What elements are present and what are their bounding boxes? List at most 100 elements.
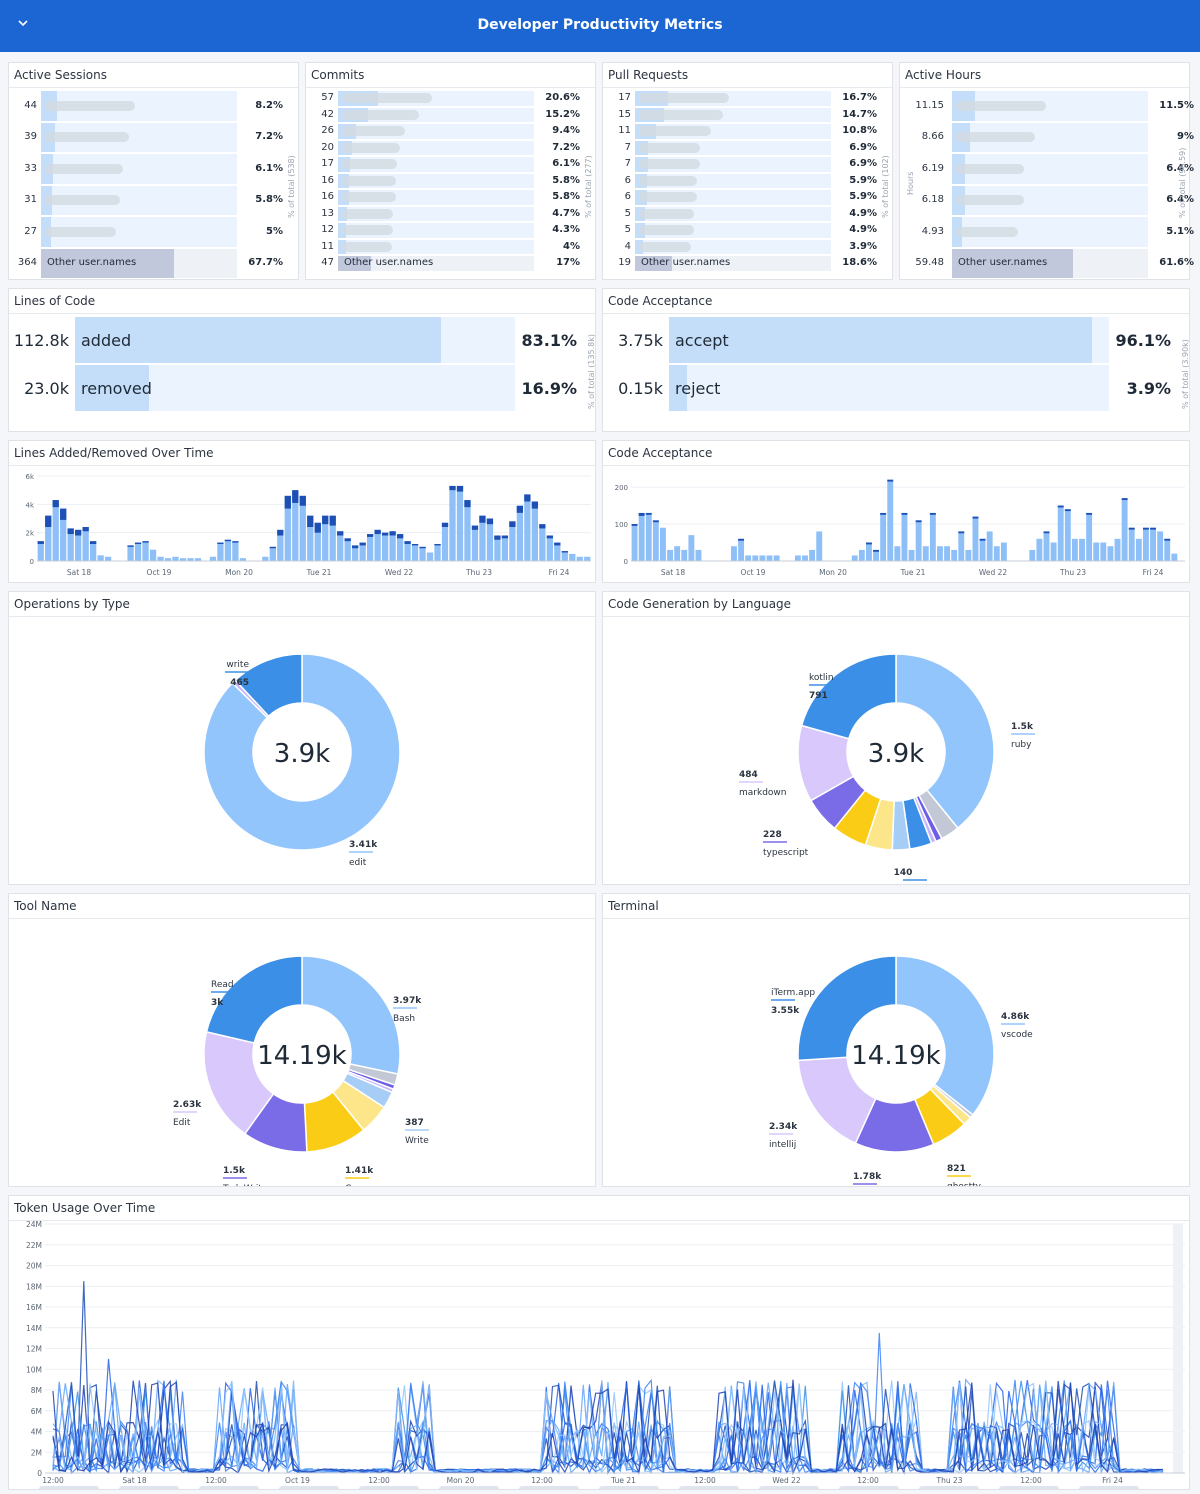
row-value: 11 [618,125,631,137]
list-row-other: 364 Other user.names 67.7% [9,248,299,280]
bar [1029,549,1036,561]
slice-value: 484 [739,770,758,780]
row-value: 11.15 [915,99,944,111]
list-row: 6.18 6.4% [900,185,1194,217]
bar [546,535,553,561]
bar-stack [224,539,232,542]
dashboard-header: Developer Productivity Metrics [0,0,1200,52]
list-row: 11 10.8% [603,123,893,140]
bar [134,542,142,561]
bar-stack [307,515,314,527]
list-row: 5 4.9% [603,222,893,239]
bar [674,546,681,561]
slice-label: ruby [1011,740,1032,750]
bar [951,549,958,561]
bar-stack [127,545,134,547]
bar [494,535,501,561]
row-label: added [81,331,132,350]
row-percent: 8.2% [255,99,283,111]
row-percent: 6.1% [255,162,283,174]
bar [464,500,471,561]
row-value: 57 [321,92,334,104]
legend-placeholder [599,1486,659,1493]
bar [456,485,464,561]
chevron-down-icon[interactable] [14,14,32,32]
terminal-donut: 14.19k4.86kvscode821ghostty1.78ktmux2.34… [769,955,1033,1200]
bar-stack [979,538,986,541]
slice-value: 228 [763,830,782,840]
slice-label: 3k [211,998,224,1008]
bar-stack [1043,531,1050,534]
bar [486,518,494,561]
redacted-name [342,208,394,219]
list-row: 33 6.1% [9,153,299,185]
row-percent: 17% [556,257,580,269]
list-row: 4 3.9% [603,239,893,256]
legend-placeholder [919,1486,979,1493]
bar [652,520,659,561]
slice-label: TodoWrite [222,1184,268,1186]
summary-row: 3.75k accept 96.1% [603,317,1183,365]
y-tick-label: 100 [615,521,628,529]
donut-slice [895,955,995,1116]
center-total: 14.19k [851,1041,941,1071]
bar [299,495,306,561]
y-axis-label: Hours [906,171,915,195]
row-percent: 4.7% [552,207,580,219]
x-tick-label: Thu 23 [1059,568,1086,577]
slice-value: kotlin [809,673,834,683]
bar-stack [344,538,351,542]
y-tick-label: 2M [31,1448,42,1457]
row-percent: 18.6% [842,257,877,269]
bar-stack [441,522,449,527]
x-tick-label: Oct 19 [741,568,766,577]
y-tick-label: 22M [26,1241,42,1250]
bar-stack [546,535,553,539]
bar-stack [958,531,965,534]
row-percent: 11.5% [1159,99,1194,111]
row-value: 112.8k [13,331,69,350]
row-value: 42 [321,108,334,120]
bar-stack [67,528,74,535]
slice-label: Write [405,1136,429,1146]
other-label: Other user.names [641,257,731,269]
bar [1036,538,1043,561]
bar [471,525,479,561]
row-value: 31 [24,194,37,206]
row-value: 0.15k [618,379,663,398]
bar [752,555,759,561]
redacted-name [639,241,691,252]
bar [794,555,801,561]
y-tick-label: 6M [31,1407,42,1416]
bar [322,515,329,561]
bar-stack [284,495,291,509]
slice-value: 1.41k [345,1166,374,1176]
x-tick-label: Wed 22 [979,568,1008,577]
panel-title: Tool Name [9,894,595,919]
bar [1150,527,1156,561]
row-bar-fill [41,248,174,278]
row-bar-fill [338,256,372,271]
slice-label: typescript [763,848,809,858]
redacted-name [342,192,397,203]
redacted-name [639,208,694,219]
code-acceptance-summary-panel: Code Acceptance 3.75k accept 96.1% 0.15k rej… [602,288,1190,432]
bar-stack [232,541,239,543]
legend-placeholder [759,1486,819,1493]
panel-title: Code Acceptance [603,289,1189,314]
row-value: 7 [624,141,631,153]
row-percent: 96.1% [1115,331,1171,350]
slice-label: intellij [769,1140,796,1150]
x-tick-label: Sat 18 [661,568,685,577]
x-tick-label: Thu 23 [465,568,492,577]
bar-stack [539,524,546,529]
bar-stack [501,535,509,539]
slice-value: 2.34k [769,1122,798,1132]
lines-over-time-panel: Lines Added/Removed Over Time 0 2k 4k 6k Sat… [8,440,596,583]
bar [766,555,773,561]
lines-over-time-chart: 0 2k 4k 6k Sat 18 Oct 19 Mon 20 Tue 21 Wed 22 Thu… [25,473,591,577]
bar [479,515,486,561]
center-total: 14.19k [257,1041,347,1071]
bar-stack [134,542,142,544]
row-bar-fill [75,365,150,411]
